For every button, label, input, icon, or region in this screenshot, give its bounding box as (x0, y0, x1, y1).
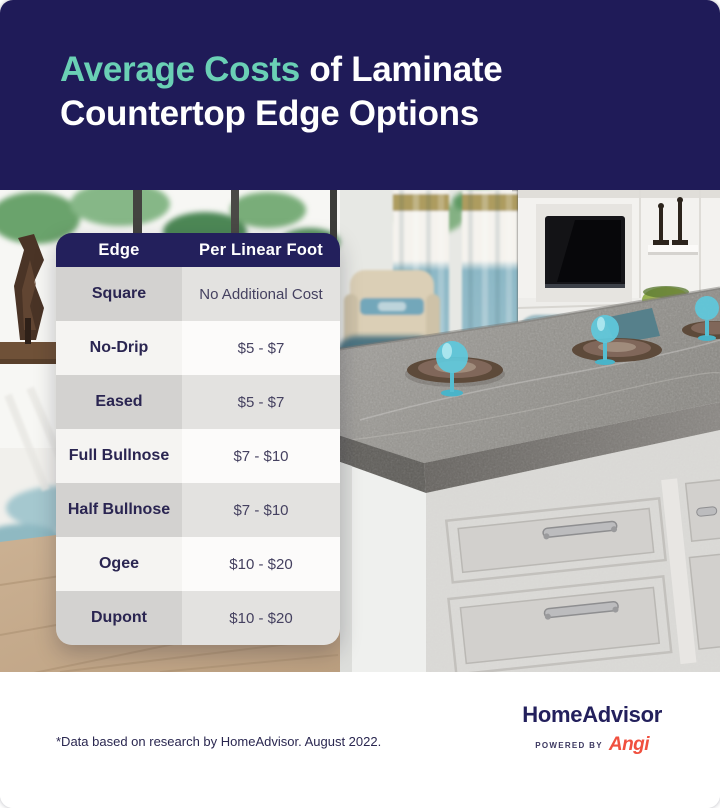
edge-name-cell: Half Bullnose (56, 483, 182, 537)
table-row: Ogee $10 - $20 (56, 537, 340, 591)
cost-value-cell: No Additional Cost (182, 267, 340, 321)
footer: *Data based on research by HomeAdvisor. … (0, 672, 720, 808)
table-row: Square No Additional Cost (56, 267, 340, 321)
page-title: Average Costs of Laminate Countertop Edg… (60, 48, 680, 136)
table-row: Half Bullnose $7 - $10 (56, 483, 340, 537)
island-side-panel (340, 462, 426, 672)
price-table: Edge Per Linear Foot Square No Additiona… (56, 233, 340, 645)
edge-name-cell: Full Bullnose (56, 429, 182, 483)
powered-by-label: POWERED BY (535, 740, 603, 750)
edge-name-cell: Ogee (56, 537, 182, 591)
table-row: Eased $5 - $7 (56, 375, 340, 429)
edge-name-cell: Square (56, 267, 182, 321)
place-setting-3 (682, 296, 720, 341)
title-highlight: Average Costs (60, 50, 300, 89)
title-line2: Countertop Edge Options (60, 94, 479, 133)
table-row: Full Bullnose $7 - $10 (56, 429, 340, 483)
homeadvisor-logo: HomeAdvisor (522, 702, 662, 727)
edge-name-cell: Dupont (56, 591, 182, 645)
table-row: Dupont $10 - $20 (56, 591, 340, 645)
cost-value-cell: $5 - $7 (182, 321, 340, 375)
brand-block: HomeAdvisor POWERED BY Angi (522, 702, 662, 756)
edge-name-cell: No-Drip (56, 321, 182, 375)
wall-shelf (648, 245, 698, 255)
cost-value-cell: $10 - $20 (182, 591, 340, 645)
header-banner: Average Costs of Laminate Countertop Edg… (0, 0, 720, 190)
angi-logo: Angi (608, 734, 650, 755)
cost-value-cell: $7 - $10 (182, 429, 340, 483)
edge-name-cell: Eased (56, 375, 182, 429)
title-rest: of Laminate (299, 50, 503, 89)
kitchen-photo: Edge Per Linear Foot Square No Additiona… (0, 190, 720, 672)
cost-value-cell: $5 - $7 (182, 375, 340, 429)
column-header-edge: Edge (98, 240, 140, 259)
cost-value-cell: $7 - $10 (182, 483, 340, 537)
table-header-row: Edge Per Linear Foot (56, 233, 340, 267)
place-setting-2 (572, 308, 662, 365)
island-drawers (426, 430, 720, 672)
column-header-cost: Per Linear Foot (198, 240, 324, 259)
tv (536, 204, 632, 302)
powered-by-line: POWERED BY Angi (535, 734, 649, 756)
countertop-edge-bevel (338, 402, 720, 499)
table-row: No-Drip $5 - $7 (56, 321, 340, 375)
drawer-handle (543, 600, 619, 619)
cost-value-cell: $10 - $20 (182, 537, 340, 591)
disclaimer-text: *Data based on research by HomeAdvisor. … (56, 734, 382, 749)
candlesticks (653, 197, 688, 245)
place-setting-1 (405, 341, 505, 397)
drawer-handle (542, 520, 618, 538)
